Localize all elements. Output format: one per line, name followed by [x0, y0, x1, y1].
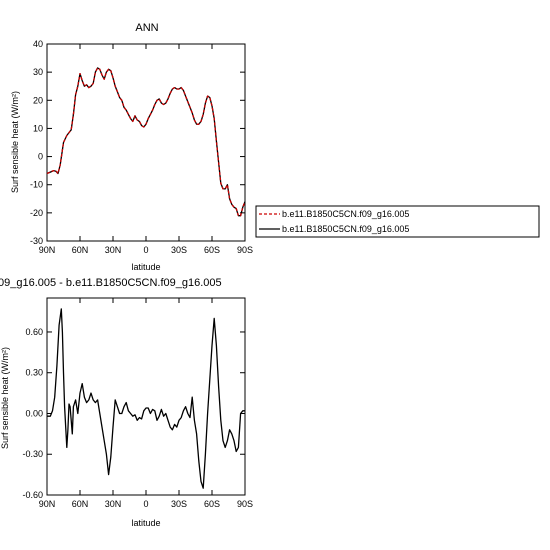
- chart-top-title: ANN: [135, 22, 158, 34]
- chart-top-x-tick-label: 0: [143, 245, 148, 255]
- chart-top-x-tick-label: 90S: [237, 245, 253, 255]
- chart-bottom-x-tick-label: 60N: [72, 499, 89, 509]
- chart-top-series-line-2: [46, 67, 246, 217]
- legend-label-series-2: b.e11.B1850C5CN.f09_g16.005: [282, 224, 409, 234]
- chart-top-series-line-1: [46, 67, 246, 217]
- chart-bottom-y-tick-label: 0.30: [25, 368, 43, 378]
- chart-bottom-x-tick-label: 30N: [105, 499, 122, 509]
- chart-bottom-x-tick-label: 60S: [204, 499, 220, 509]
- chart-bottom-x-axis-label: latitude: [131, 518, 160, 528]
- chart-bottom: 09_g16.005 - b.e11.B1850C5CN.f09_g16.005…: [0, 277, 253, 528]
- chart-top-y-tick-label: -10: [30, 180, 43, 190]
- chart-top-x-axis-label: latitude: [131, 262, 160, 272]
- chart-bottom-y-tick-label: -0.30: [22, 449, 43, 459]
- chart-top-lines: [46, 67, 246, 217]
- chart-top-x-tick-label: 60S: [204, 245, 220, 255]
- chart-bottom-y-tick-label: 0.00: [25, 408, 43, 418]
- legend: b.e11.B1850C5CN.f09_g16.005 b.e11.B1850C…: [255, 205, 540, 238]
- chart-bottom-series-line-1: [47, 308, 245, 489]
- chart-bottom-y-ticks: -0.60 -0.30 0.00 0.30 0.60: [22, 327, 245, 500]
- chart-top-x-tick-label: 90N: [39, 245, 56, 255]
- chart-bottom-y-axis-label: Surf sensible heat (W/m²): [0, 347, 10, 449]
- chart-top-x-tick-label: 60N: [72, 245, 89, 255]
- chart-bottom-title: 09_g16.005 - b.e11.B1850C5CN.f09_g16.005: [0, 277, 222, 289]
- chart-top-x-tick-label: 30S: [171, 245, 187, 255]
- chart-top-x-ticks: 90N 60N 30N 0 30S 60S 90S: [39, 44, 253, 255]
- legend-label-series-1: b.e11.B1850C5CN.f09_g16.005: [282, 209, 409, 219]
- chart-bottom-lines: [47, 308, 245, 489]
- chart-bottom-x-tick-label: 0: [143, 499, 148, 509]
- chart-bottom-x-tick-label: 30S: [171, 499, 187, 509]
- chart-bottom-y-tick-label: -0.60: [22, 490, 43, 500]
- chart-top-y-axis-label: Surf sensible heat (W/m²): [10, 91, 20, 193]
- chart-top-y-tick-label: 30: [33, 67, 43, 77]
- chart-top-y-tick-label: -20: [30, 208, 43, 218]
- chart-top-y-tick-label: 0: [38, 152, 43, 162]
- chart-top-x-tick-label: 30N: [105, 245, 122, 255]
- chart-bottom-x-tick-label: 90S: [237, 499, 253, 509]
- chart-top-y-tick-label: 40: [33, 39, 43, 49]
- chart-top-y-ticks: -30 -20 -10 0 10 20 30 40: [30, 39, 245, 246]
- chart-top-y-tick-label: 10: [33, 123, 43, 133]
- chart-bottom-y-tick-label: 0.60: [25, 327, 43, 337]
- chart-top-plot-frame: [46, 43, 246, 242]
- chart-top-y-tick-label: 20: [33, 95, 43, 105]
- legend-box: [255, 205, 540, 238]
- chart-top-y-tick-label: -30: [30, 236, 43, 246]
- chart-bottom-x-ticks: 90N 60N 30N 0 30S 60S 90S: [39, 298, 253, 509]
- chart-bottom-x-tick-label: 90N: [39, 499, 56, 509]
